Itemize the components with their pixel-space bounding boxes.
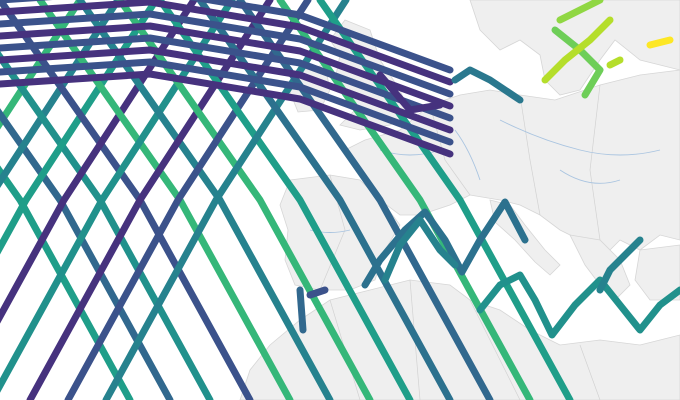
track bbox=[0, 46, 454, 134]
track bbox=[556, 0, 604, 24]
track bbox=[551, 26, 604, 99]
track bbox=[451, 66, 524, 104]
track bbox=[306, 286, 329, 299]
track bbox=[0, 0, 454, 74]
track bbox=[0, 165, 134, 400]
track bbox=[0, 0, 198, 324]
track bbox=[596, 236, 644, 294]
track bbox=[0, 58, 454, 146]
track bbox=[0, 34, 454, 122]
track bbox=[646, 36, 674, 49]
track bbox=[541, 16, 614, 84]
track bbox=[276, 0, 534, 400]
track bbox=[0, 70, 454, 158]
track bbox=[236, 0, 494, 400]
track bbox=[156, 0, 414, 400]
track bbox=[476, 271, 680, 339]
track bbox=[606, 56, 624, 69]
track bbox=[0, 10, 454, 98]
track bbox=[0, 108, 174, 400]
track bbox=[361, 198, 529, 289]
track bbox=[381, 216, 459, 284]
river bbox=[309, 119, 661, 233]
track bbox=[376, 71, 444, 114]
track bbox=[296, 286, 307, 334]
track bbox=[0, 0, 454, 86]
land bbox=[569, 234, 631, 301]
track bbox=[26, 0, 274, 400]
track bbox=[0, 22, 454, 110]
